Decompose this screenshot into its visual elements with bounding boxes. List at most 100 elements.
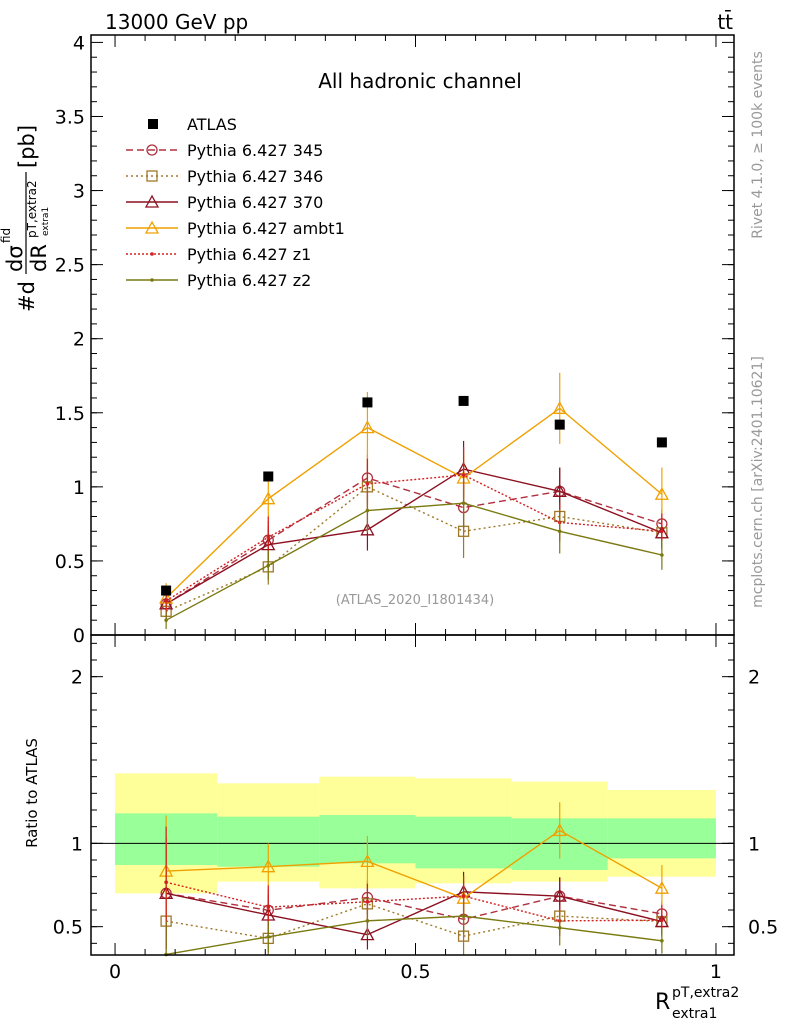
x-label-sub: extra1 xyxy=(672,1006,717,1022)
y-tick-label: 2.5 xyxy=(55,255,85,277)
series-point xyxy=(266,535,271,540)
series-point xyxy=(164,599,168,603)
series-point xyxy=(461,473,466,477)
series-point xyxy=(461,501,466,505)
series-line xyxy=(165,407,663,599)
x-axis-label: R pT,extra2 extra1 xyxy=(655,985,739,1022)
ratio-band-inner xyxy=(415,816,512,869)
header-left: 13000 GeV pp xyxy=(105,10,248,34)
y-axis-label: #d dσ fid dR pT,extra2 extra1 [pb] xyxy=(0,125,51,312)
legend-label: ATLAS xyxy=(187,115,237,134)
y-label-unit: [pb] xyxy=(15,125,39,168)
legend-label: Pythia 6.427 z1 xyxy=(187,245,311,264)
ratio-point xyxy=(365,919,370,923)
ratio-point xyxy=(660,938,664,943)
series-line xyxy=(165,486,662,612)
series-point xyxy=(261,491,276,505)
y-label-lead: #d xyxy=(15,281,39,312)
x-label-main: R xyxy=(655,990,670,1015)
data-points xyxy=(161,395,667,596)
ratio-tick-label: 0.5 xyxy=(53,917,83,939)
ratio-series-line xyxy=(166,903,662,940)
ratio-point xyxy=(365,899,370,904)
ratio-series-line xyxy=(165,891,663,936)
data-point xyxy=(362,397,373,408)
ratio-tick-label-right: 1 xyxy=(748,833,760,855)
x-tick-label: 0.5 xyxy=(400,961,430,983)
ratio-point xyxy=(557,926,562,930)
series-point xyxy=(365,482,370,486)
ratio-point xyxy=(266,934,271,939)
ratio-series-line xyxy=(165,881,662,922)
ratio-point xyxy=(552,888,567,902)
ratio-plot-body xyxy=(91,773,734,957)
series-5 xyxy=(164,477,664,630)
y-label-denominator-sub: extra1 xyxy=(41,207,51,236)
legend: ATLAS Pythia 6.427 345 Pythia 6.427 346 Pyt… xyxy=(126,115,345,290)
ratio-band-inner xyxy=(607,818,716,859)
series-point xyxy=(660,553,664,557)
legend-marker xyxy=(146,170,158,182)
x-label-sup: pT,extra2 xyxy=(672,985,739,1001)
main-panel: 0 0.5 1 1.5 2 2.5 3 3.5 4 xyxy=(55,32,735,647)
y-tick-label: 2 xyxy=(73,329,85,351)
y-label-denominator-sup: pT,extra2 xyxy=(25,180,39,238)
series-point xyxy=(360,420,375,434)
x-tick-label: 1 xyxy=(710,961,722,983)
series-point xyxy=(266,563,271,568)
series-line xyxy=(165,468,663,605)
ratio-series-1 xyxy=(160,876,668,955)
legend-label: Pythia 6.427 346 xyxy=(187,167,323,186)
data-point xyxy=(554,419,565,430)
legend-label: Pythia 6.427 370 xyxy=(187,193,323,212)
data-point xyxy=(458,395,469,406)
ratio-point xyxy=(552,823,567,837)
series-line xyxy=(165,502,663,621)
ratio-tick-label-right: 2 xyxy=(748,667,760,689)
ratio-series-line xyxy=(166,829,663,899)
series-line xyxy=(165,477,663,605)
legend-marker xyxy=(144,194,160,208)
ratio-tick-label: 1 xyxy=(71,833,83,855)
legend-marker xyxy=(144,220,160,234)
series-point xyxy=(365,508,370,513)
y-tick-label: 0.5 xyxy=(55,551,85,573)
y-tick-label: 1 xyxy=(73,477,85,499)
ratio-point xyxy=(266,905,271,909)
ratio-series-line xyxy=(166,892,663,921)
ratio-frame xyxy=(90,634,735,956)
ratio-series-line xyxy=(165,915,662,956)
ratio-tick-label: 2 xyxy=(71,667,83,689)
x-axis: 0 0.5 1 xyxy=(109,35,722,983)
main-plot-body xyxy=(159,372,669,630)
legend-marker xyxy=(150,278,154,282)
legend-label: Pythia 6.427 ambt1 xyxy=(187,219,345,238)
ratio-y-axis-label: Ratio to ATLAS xyxy=(23,738,41,848)
ratio-point xyxy=(461,914,466,918)
data-point xyxy=(263,471,274,482)
ratio-point xyxy=(261,859,276,873)
series-4 xyxy=(164,446,664,616)
series-point xyxy=(660,529,664,534)
main-y-axis: 0 0.5 1 1.5 2 2.5 3 3.5 4 xyxy=(55,32,734,647)
y-label-numerator-sup: fid xyxy=(0,228,13,243)
series-point xyxy=(654,486,669,500)
series-point xyxy=(557,529,562,534)
y-tick-label: 3 xyxy=(73,181,85,203)
ratio-point xyxy=(660,918,664,923)
ratio-y-axis: 0.5 0.5 1 1 2 2 xyxy=(53,642,778,944)
chart-title: All hadronic channel xyxy=(318,69,522,93)
ratio-point xyxy=(360,854,375,868)
series-point xyxy=(552,400,567,414)
x-tick-label: 0 xyxy=(109,961,121,983)
data-point xyxy=(656,437,667,448)
y-tick-label: 1.5 xyxy=(55,403,85,425)
ratio-point xyxy=(164,880,168,885)
ratio-series-5 xyxy=(164,898,664,957)
series-point xyxy=(360,522,375,536)
ratio-tick-label-right: 0.5 xyxy=(748,917,778,939)
y-label-numerator: dσ xyxy=(3,245,27,272)
y-tick-label: 4 xyxy=(73,32,85,54)
legend-marker xyxy=(146,144,158,156)
